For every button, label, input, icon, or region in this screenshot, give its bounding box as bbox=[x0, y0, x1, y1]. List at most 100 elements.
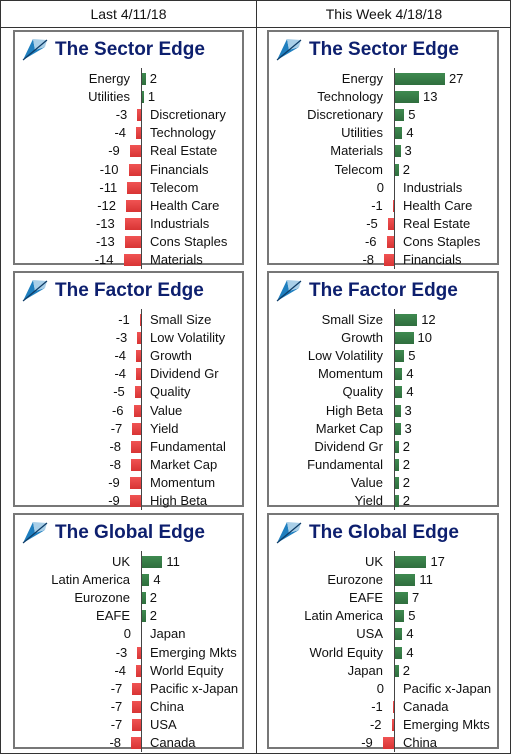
bar bbox=[142, 73, 146, 85]
bar bbox=[392, 199, 394, 212]
category-label: Growth bbox=[341, 330, 383, 346]
bar bbox=[395, 556, 427, 568]
category-label: Eurozone bbox=[327, 572, 383, 588]
zero-axis bbox=[141, 309, 142, 511]
bar bbox=[136, 664, 141, 677]
value-label: 12 bbox=[421, 312, 436, 327]
bar bbox=[395, 646, 403, 659]
zero-axis bbox=[141, 551, 142, 753]
value-label: 5 bbox=[408, 107, 416, 123]
category-label: Discretionary bbox=[307, 107, 383, 123]
category-label: Financials bbox=[403, 252, 462, 267]
value-label: 17 bbox=[430, 554, 445, 569]
category-label: Utilities bbox=[88, 89, 130, 105]
value-label: -4 bbox=[114, 125, 126, 141]
category-label: Small Size bbox=[150, 312, 212, 327]
category-label: Materials bbox=[330, 143, 383, 159]
value-label: 11 bbox=[166, 554, 180, 569]
edge-logo-icon bbox=[273, 36, 303, 64]
value-label: 2 bbox=[402, 456, 410, 472]
value-label: 1 bbox=[147, 89, 156, 105]
bar bbox=[124, 235, 141, 248]
category-label: China bbox=[150, 698, 184, 714]
bar bbox=[395, 476, 399, 489]
value-label: -13 bbox=[95, 215, 115, 231]
category-label: World Equity bbox=[309, 644, 383, 660]
bar bbox=[395, 458, 399, 471]
category-label: Industrials bbox=[150, 215, 210, 231]
category-label: Yield bbox=[354, 493, 383, 508]
value-label: 2 bbox=[402, 493, 410, 508]
category-label: Emerging Mkts bbox=[150, 644, 237, 660]
value-label: -1 bbox=[371, 698, 383, 714]
category-label: Telecom bbox=[150, 179, 199, 195]
bar bbox=[142, 592, 146, 605]
category-label: Japan bbox=[150, 626, 186, 642]
bar bbox=[387, 217, 394, 230]
edge-panel: The Global Edge 17 UK 11 Eurozone 7 EAFE 5 Latin… bbox=[267, 513, 499, 753]
bar bbox=[124, 217, 141, 230]
value-label: 2 bbox=[149, 71, 157, 86]
value-label: 2 bbox=[402, 474, 410, 490]
category-label: Yield bbox=[150, 420, 179, 436]
value-label: -14 bbox=[94, 252, 114, 267]
bar bbox=[395, 440, 399, 453]
value-label: -8 bbox=[109, 438, 121, 454]
category-label: China bbox=[403, 735, 437, 750]
bar bbox=[395, 404, 401, 417]
panel-title-text: The Sector Edge bbox=[309, 39, 459, 60]
category-label: Growth bbox=[150, 348, 192, 364]
bar bbox=[137, 646, 141, 659]
bar bbox=[131, 737, 141, 749]
bar bbox=[392, 700, 394, 713]
value-label: 3 bbox=[404, 402, 412, 418]
value-label: 2 bbox=[402, 662, 410, 678]
bar bbox=[139, 314, 141, 326]
bar bbox=[382, 737, 394, 749]
bar bbox=[123, 254, 141, 266]
value-label: -3 bbox=[115, 644, 128, 660]
column-divider bbox=[256, 1, 257, 754]
category-label: Cons Staples bbox=[403, 233, 481, 249]
category-label: Real Estate bbox=[403, 215, 471, 231]
category-label: Technology bbox=[317, 89, 383, 105]
bar bbox=[395, 91, 420, 104]
category-label: World Equity bbox=[150, 662, 224, 678]
bar bbox=[136, 368, 141, 381]
category-label: Pacific x-Japan bbox=[150, 680, 239, 696]
bar bbox=[395, 73, 445, 85]
zero-axis bbox=[394, 551, 395, 753]
value-label: 7 bbox=[411, 590, 420, 606]
value-label: 3 bbox=[404, 420, 412, 436]
bar bbox=[132, 682, 141, 695]
category-label: High Beta bbox=[325, 402, 383, 418]
category-label: Value bbox=[150, 402, 183, 418]
value-label: -2 bbox=[369, 716, 382, 732]
category-label: High Beta bbox=[150, 493, 208, 508]
bar bbox=[142, 610, 146, 623]
bar bbox=[131, 458, 141, 471]
bar bbox=[129, 476, 141, 489]
value-label: 5 bbox=[408, 608, 416, 624]
bar bbox=[395, 386, 403, 399]
value-label: -7 bbox=[110, 680, 123, 696]
category-label: Canada bbox=[150, 735, 196, 750]
category-label: Utilities bbox=[341, 125, 383, 141]
panel-title: The Sector Edge bbox=[273, 36, 459, 64]
category-label: Pacific x-Japan bbox=[403, 680, 492, 696]
zero-axis bbox=[394, 68, 395, 270]
bar bbox=[133, 404, 141, 417]
edge-logo-icon bbox=[19, 36, 49, 64]
panel-title-text: The Sector Edge bbox=[55, 39, 205, 60]
bar bbox=[131, 440, 141, 453]
value-label: 2 bbox=[402, 438, 410, 454]
bar bbox=[395, 592, 408, 605]
category-label: Technology bbox=[150, 125, 216, 141]
value-label: -3 bbox=[115, 107, 128, 123]
bar bbox=[132, 422, 141, 435]
edge-panel: The Factor Edge 12 Small Size 10 Growth 5 Low … bbox=[267, 271, 499, 511]
value-label: -1 bbox=[371, 197, 383, 213]
category-label: Industrials bbox=[403, 179, 463, 195]
bar bbox=[142, 574, 150, 587]
bar bbox=[136, 127, 141, 140]
